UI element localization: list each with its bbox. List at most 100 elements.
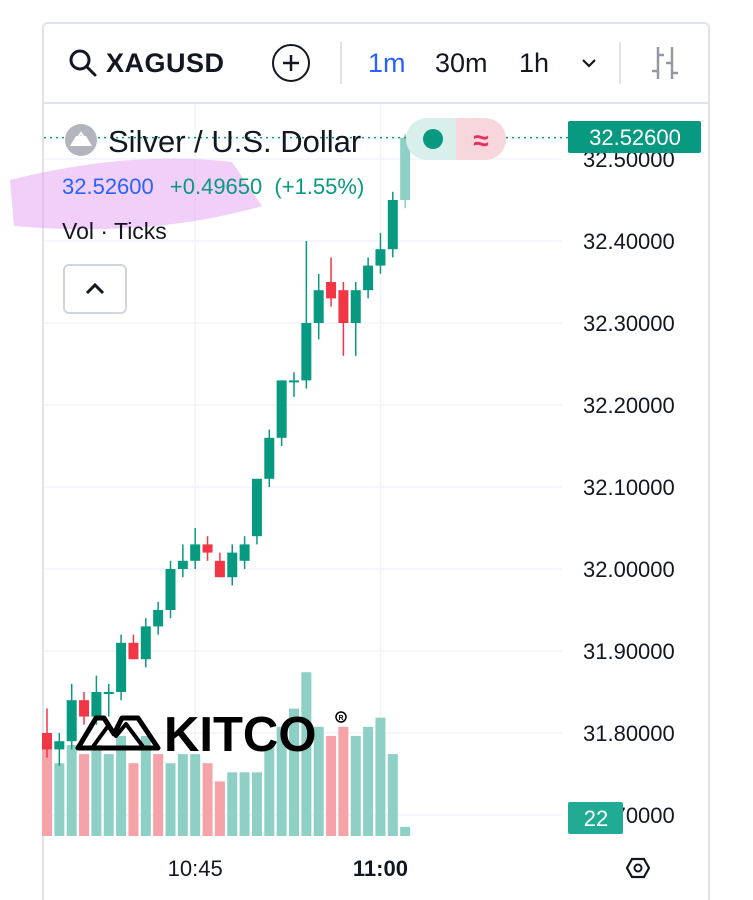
candle-body [264, 437, 275, 479]
chart-type-button[interactable] [648, 24, 682, 102]
candle-body [153, 610, 164, 627]
volume-bar [165, 763, 176, 836]
market-status-pill[interactable]: ≈ [406, 118, 506, 160]
volume-bar [350, 735, 361, 836]
price-axis[interactable]: 32.5000032.4000032.3000032.2000032.10000… [583, 147, 675, 828]
candle-body [276, 380, 287, 438]
volume-bar [91, 745, 102, 836]
volume-bar [289, 708, 299, 836]
price-tick-label: 32.40000 [583, 229, 675, 254]
volume-bar [264, 745, 275, 836]
volume-bar [140, 735, 151, 836]
watermark-text: KITCO [164, 708, 316, 762]
timeframe-30m[interactable]: 30m [435, 47, 488, 78]
candle-body [387, 200, 398, 250]
timeframe-1h[interactable]: 1h [519, 47, 550, 78]
volume-bar [79, 754, 90, 836]
timeframe-1m[interactable]: 1m [368, 47, 406, 78]
candle-body [313, 290, 324, 323]
candle-body [66, 700, 77, 742]
timeframe-dropdown[interactable] [580, 24, 598, 102]
volume-bar [116, 735, 127, 836]
time-axis[interactable]: 10:45 11:00 [168, 856, 408, 881]
candle-body [54, 741, 65, 750]
candle-body [177, 560, 188, 569]
volume-bar [387, 754, 398, 836]
volume-bar [363, 726, 374, 836]
toolbar-divider [619, 42, 621, 84]
candle-body [128, 642, 139, 660]
add-symbol-button[interactable] [272, 44, 310, 82]
symbol-search[interactable]: XAGUSD [68, 24, 225, 102]
volume-bar [42, 745, 52, 836]
last-price-badge: 32.52600 [568, 121, 701, 153]
price-tick-label: 32.30000 [583, 311, 675, 336]
volume-bar [128, 763, 139, 836]
legend-price: 32.52600 [62, 174, 154, 199]
candle-body [363, 265, 374, 291]
candle-body [214, 560, 225, 578]
volume-badge: 22 [568, 802, 623, 834]
candle-body [338, 290, 349, 323]
kitco-watermark-logo: KITCO R [75, 708, 347, 762]
chart-widget-frame [42, 22, 710, 900]
legend-title: Silver / U.S. Dollar [108, 124, 361, 159]
legend-volume-label: Vol · Ticks [62, 218, 167, 244]
legend-change-pct: (+1.55%) [274, 174, 364, 199]
candlestick-series [42, 134, 411, 766]
price-tick-label: 32.10000 [583, 475, 675, 500]
price-tick-label: 32.20000 [583, 393, 675, 418]
candle-body [140, 626, 151, 660]
candle-body [165, 569, 176, 610]
plus-icon [283, 55, 299, 71]
svg-text:32.52600: 32.52600 [589, 125, 681, 150]
volume-bar [375, 717, 386, 836]
volume-bar [66, 745, 77, 836]
chart-toolbar: XAGUSD 1m 30m 1h [44, 24, 708, 104]
volume-bar [326, 735, 337, 836]
volume-histogram [42, 672, 411, 836]
candle-body [326, 282, 337, 299]
volume-bar [153, 754, 164, 836]
search-icon [69, 49, 97, 77]
volume-bar [227, 772, 238, 836]
price-tick-label: 32.00000 [583, 557, 675, 582]
price-tick-label: 31.80000 [583, 721, 675, 746]
candle-body [116, 642, 127, 692]
chevron-up-icon [85, 282, 105, 295]
volume-bar [103, 754, 114, 836]
live-dot-icon [423, 129, 443, 149]
volume-bar [214, 781, 225, 836]
svg-text:22: 22 [584, 806, 608, 831]
volume-bar [54, 763, 65, 836]
candle-body [91, 692, 102, 717]
candle-body [103, 692, 114, 694]
candle-body [400, 137, 411, 200]
volume-bar [190, 754, 201, 836]
volume-bar [177, 754, 188, 836]
time-tick-label: 10:45 [168, 856, 223, 881]
candle-body [202, 544, 213, 553]
candle-body [301, 323, 312, 381]
volume-bar [251, 772, 262, 836]
candle-body [79, 700, 90, 717]
chart-settings-button[interactable] [625, 857, 651, 879]
candle-body [375, 249, 386, 266]
volume-bar [338, 726, 349, 836]
candle-body [239, 544, 250, 561]
volume-bar [202, 763, 213, 836]
volume-bar [301, 672, 312, 836]
candle-body [251, 478, 262, 537]
collapse-legend-button[interactable] [63, 264, 127, 314]
svg-text:R: R [339, 715, 344, 722]
candle-body [350, 290, 361, 323]
price-tick-label: 31.90000 [583, 639, 675, 664]
volume-bar [239, 772, 250, 836]
candle-body [42, 733, 52, 750]
legend-values: 32.52600 +0.49650 (+1.55%) [62, 174, 364, 199]
time-tick-label: 11:00 [353, 856, 408, 881]
candle-body [227, 552, 238, 578]
candle-body [190, 544, 201, 561]
chart-legend: Silver / U.S. Dollar 32.52600 +0.49650 (… [10, 124, 364, 244]
